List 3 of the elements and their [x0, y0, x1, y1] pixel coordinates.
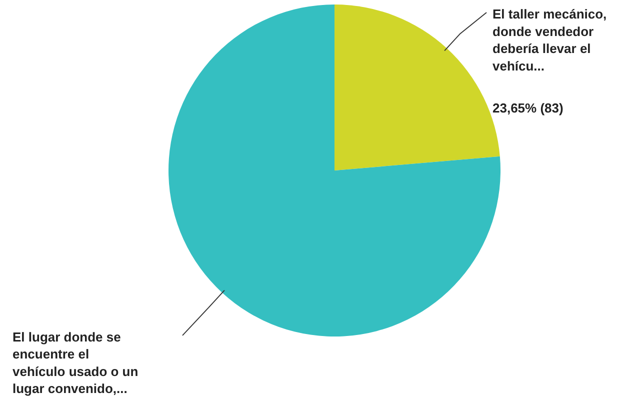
data-label: 23,65% (83): [492, 100, 564, 116]
slice-label: El taller mecánico, donde vendedor debería llevar el vehícu...: [492, 6, 607, 74]
slice-label: El lugar donde se encuentre el vehículo usado o un lugar convenido,...: [12, 329, 138, 396]
